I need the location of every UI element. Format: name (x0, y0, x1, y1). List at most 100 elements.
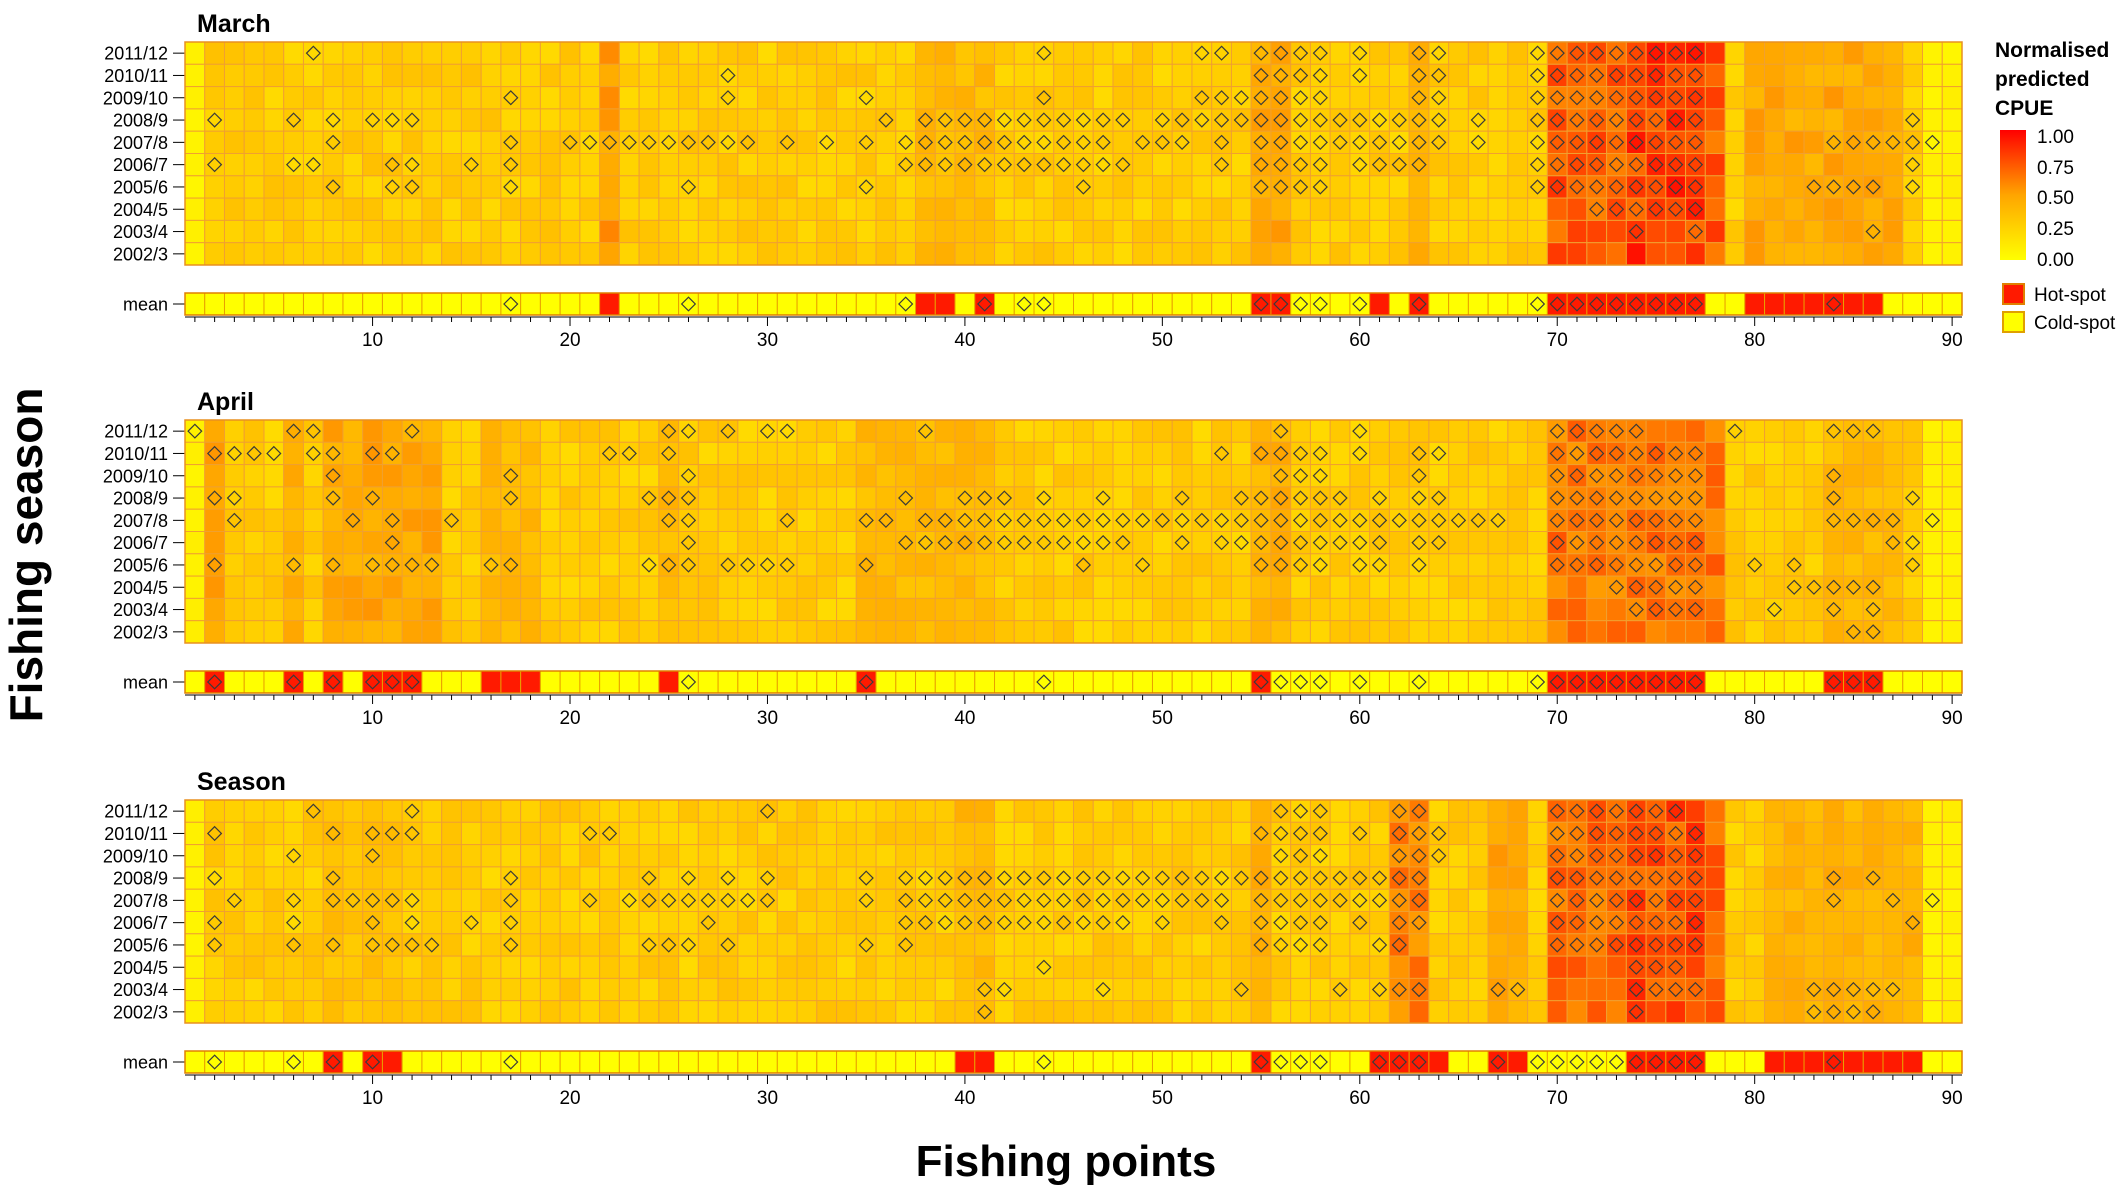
hotspot-diamond (1292, 90, 1309, 106)
heatmap-cell (599, 508, 620, 533)
heatmap-cell (1151, 63, 1173, 88)
hotspot-diamond (503, 134, 519, 150)
season-label: 2004/5 (113, 958, 168, 978)
season-label: 2005/6 (113, 935, 168, 955)
hotspot-diamond (503, 557, 519, 573)
heatmap-cell (1388, 955, 1410, 979)
heatmap-cell (1171, 620, 1193, 644)
heatmap-cell (362, 464, 383, 488)
hotspot-diamond (779, 423, 795, 439)
heatmap-cell (1862, 888, 1884, 913)
heatmap-cell (184, 464, 206, 488)
heatmap-cell (1230, 130, 1252, 154)
heatmap-cell (1349, 844, 1371, 868)
heatmap-cell (1013, 441, 1035, 466)
hotspot-diamond (364, 825, 381, 842)
mean-cold-spot-cell (1882, 292, 1904, 316)
heatmap-cell (618, 175, 640, 199)
hotspot-diamond (1608, 90, 1625, 106)
season-label: 2002/3 (113, 622, 168, 642)
heatmap-cell (223, 620, 245, 644)
hotspot-diamond (1865, 981, 1881, 998)
heatmap-cell (1862, 108, 1884, 132)
heatmap-cell (1507, 41, 1529, 65)
hotspot-diamond (1510, 981, 1526, 998)
heatmap-cell (1882, 486, 1904, 510)
hotspot-diamond (503, 892, 519, 908)
heatmap-cell (1033, 844, 1055, 868)
heatmap-cell (1329, 955, 1351, 979)
heatmap-cell (1724, 531, 1746, 555)
x-tick-label: 50 (1152, 330, 1173, 351)
mean-cold-spot-cell (776, 292, 798, 316)
heatmap-cell (441, 153, 462, 177)
heatmap-cell (1132, 955, 1153, 979)
hotspot-diamond (1490, 512, 1506, 528)
heatmap-cell (401, 575, 423, 599)
heatmap-cell (1922, 866, 1943, 890)
hotspot-diamond (1194, 45, 1210, 61)
heatmap-cell (895, 1000, 917, 1024)
heatmap-cell (204, 508, 225, 533)
heatmap-cell (1665, 242, 1687, 266)
hotspot-diamond (1411, 848, 1427, 864)
heatmap-cell (1487, 86, 1509, 110)
mean-cold-spot-cell (1112, 1050, 1134, 1074)
hotspot-diamond (1668, 512, 1684, 528)
heatmap-cell (1941, 219, 1963, 244)
heatmap-cell (875, 977, 897, 1002)
mean-cold-spot-cell (243, 670, 265, 694)
heatmap-cell (1132, 175, 1153, 199)
hotspot-diamond (1391, 157, 1407, 173)
hotspot-diamond (1549, 423, 1565, 439)
heatmap-cell (915, 933, 936, 957)
mean-hot-spot-cell (974, 1050, 996, 1074)
heatmap-cell (223, 464, 245, 488)
heatmap-cell (934, 977, 956, 1002)
heatmap-cell (579, 531, 601, 555)
heatmap-cell (1902, 86, 1924, 110)
heatmap-cell (263, 553, 285, 577)
hotspot-diamond (700, 134, 716, 150)
heatmap-cell (1230, 175, 1252, 199)
mean-cold-spot-cell (1112, 292, 1134, 316)
heatmap-cell (875, 86, 897, 110)
hotspot-diamond (1687, 201, 1704, 217)
heatmap-cell (599, 219, 620, 244)
heatmap-cell (1902, 955, 1924, 979)
heatmap-cell (1823, 41, 1845, 65)
heatmap-cell (460, 799, 482, 823)
hotspot-diamond (1628, 959, 1644, 975)
heatmap-cell (1645, 419, 1667, 443)
heatmap-cell (283, 866, 304, 890)
hotspot-diamond (1845, 179, 1862, 195)
season-label: 2008/9 (113, 489, 168, 509)
heatmap-cell (855, 575, 877, 599)
heatmap-cell (1448, 597, 1469, 622)
heatmap-cell (1566, 575, 1588, 599)
heatmap-cell (1250, 219, 1272, 244)
heatmap-cell (1033, 933, 1055, 957)
heatmap-cell (1941, 955, 1963, 979)
season-label: 2004/5 (113, 200, 168, 220)
heatmap-cell (836, 911, 857, 935)
hotspot-diamond (1668, 915, 1684, 931)
hotspot-diamond (1411, 981, 1427, 998)
heatmap-cell (283, 41, 304, 65)
hotspot-diamond (1687, 915, 1704, 931)
heatmap-cell (1408, 1000, 1430, 1024)
panel-season: Season2011/122010/112009/102008/92007/82… (103, 768, 1963, 1109)
heatmap-cell (1882, 86, 1904, 110)
hotspot-diamond (661, 445, 677, 462)
heatmap-cell (1112, 63, 1134, 88)
season-label: 2010/11 (104, 444, 168, 464)
mean-cold-spot-cell (243, 1050, 265, 1074)
heatmap-cell (263, 597, 285, 622)
hotspot-diamond (1569, 90, 1585, 106)
heatmap-cell (1230, 844, 1252, 868)
heatmap-cell (1151, 242, 1173, 266)
hotspot-diamond (1569, 535, 1585, 551)
heatmap-cell (757, 108, 778, 132)
heatmap-cell (855, 531, 877, 555)
heatmap-cell (1487, 108, 1509, 132)
